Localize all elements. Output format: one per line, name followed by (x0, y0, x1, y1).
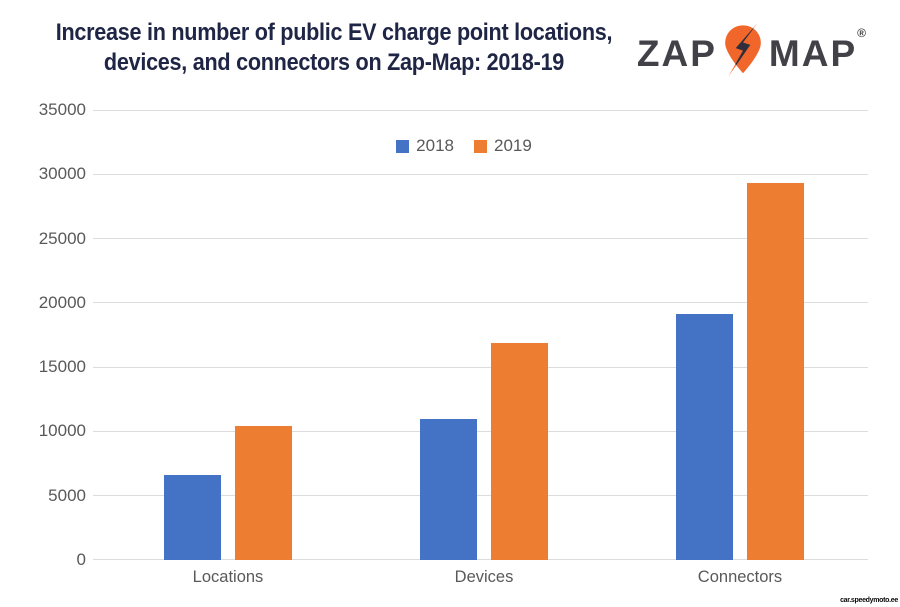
legend-swatch-2018 (396, 139, 410, 153)
bar-group-connectors (612, 110, 868, 560)
bar-2019-devices (491, 343, 548, 560)
registered-trademark-symbol: ® (857, 26, 866, 40)
bar-2018-locations (164, 475, 221, 560)
logo-map-text: MAP (768, 32, 858, 74)
bar-group-devices (356, 110, 612, 560)
bar-2019-locations (235, 425, 292, 560)
logo-zap-text: ZAP (636, 32, 717, 74)
chart-title: Increase in number of public EV charge p… (33, 18, 634, 78)
legend-swatch-2019 (474, 139, 487, 153)
bar-group-locations (100, 110, 356, 560)
gridline-20000 (93, 302, 868, 304)
bar-2018-devices (420, 419, 477, 560)
y-axis-tick-label-35000: 35000 (38, 100, 86, 119)
bar-2019-connectors (747, 183, 804, 560)
map-pin-lightning-icon (717, 23, 769, 83)
x-axis-category-label-connectors: Connectors (697, 568, 783, 586)
gridline-25000 (93, 238, 868, 240)
y-axis-tick-label-30000: 30000 (38, 164, 86, 184)
y-axis: 0 5000 10000 15000 20000 25000 30000 35000 (0, 101, 86, 569)
watermark: car.speedymoto.ee (840, 597, 898, 604)
legend-item-2018: 2018 (396, 136, 454, 156)
gridline-35000 (93, 109, 868, 111)
y-axis-tick-label-25000: 25000 (38, 228, 86, 248)
legend: 2018 2019 (14, 136, 900, 156)
y-axis-tick-label-5000: 5000 (48, 485, 86, 505)
x-axis-category-label-locations: Locations (192, 568, 264, 586)
chart-title-line2: devices, and connectors on Zap-Map: 2018… (103, 49, 565, 76)
legend-label-2019: 2019 (494, 136, 532, 155)
y-axis-tick-label-0: 0 (76, 550, 86, 569)
y-axis-tick-label-15000: 15000 (38, 357, 86, 377)
gridline-30000 (93, 173, 868, 175)
bar-2018-connectors (676, 314, 733, 560)
gridline-5000 (93, 495, 868, 497)
gridline-15000 (93, 366, 868, 368)
y-axis-tick-label-10000: 10000 (38, 421, 86, 441)
zap-map-logo: ZAP MAP ® (636, 23, 866, 83)
gridline-10000 (93, 430, 868, 432)
chart-title-line1: Increase in number of public EV charge p… (55, 19, 613, 46)
gridline-0 (93, 559, 868, 560)
legend-label-2018: 2018 (416, 136, 454, 155)
y-axis-tick-label-20000: 20000 (38, 292, 86, 312)
x-axis-category-label-devices: Devices (454, 568, 514, 586)
plot-area: Locations Devices Connectors (93, 109, 868, 586)
legend-item-2019: 2019 (474, 136, 532, 156)
